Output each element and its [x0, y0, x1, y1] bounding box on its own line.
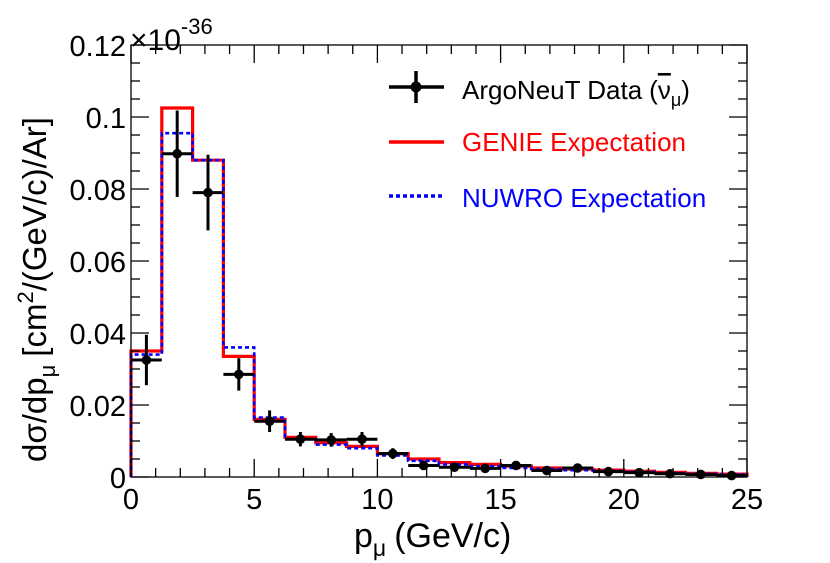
data-point — [131, 334, 162, 386]
data-point — [285, 432, 316, 447]
legend-data-subscript: μ — [671, 90, 681, 110]
data-point — [346, 432, 378, 447]
data-point-marker — [326, 435, 337, 445]
legend-entry-nuwro: NUWRO Expectation — [389, 183, 706, 213]
data-point — [654, 468, 686, 479]
tick-marks — [130, 44, 748, 478]
x-axis-title-subscript: μ — [373, 535, 386, 561]
legend-nuwro-label: NUWRO Expectation — [462, 183, 706, 213]
data-point-marker — [603, 466, 614, 477]
y-axis-title-subscript: μ — [35, 365, 60, 378]
data-point — [716, 470, 747, 481]
data-point — [254, 410, 285, 432]
tick-labels: 0 5 10 15 20 25 0 0.02 0.04 0.06 0.08 0.1 0.12 — [70, 31, 764, 516]
data-point-marker — [357, 434, 367, 445]
data-point-marker — [203, 187, 213, 198]
data-point-marker — [665, 468, 675, 479]
y-tick-label: 0.04 — [70, 319, 126, 351]
x-tick-label: 25 — [731, 484, 763, 516]
x-tick-label: 5 — [246, 484, 262, 516]
legend-data-nubar: ν — [658, 75, 671, 105]
data-point-marker — [480, 463, 491, 474]
x-tick-label: 20 — [608, 484, 640, 516]
data-point — [593, 466, 624, 477]
data-point-marker — [234, 369, 244, 380]
data-point-marker — [634, 467, 644, 478]
y-tick-label: 0.1 — [86, 103, 126, 135]
data-point-marker — [264, 416, 275, 427]
x-tick-label: 10 — [361, 484, 393, 516]
data-point-marker — [418, 460, 429, 471]
data-point — [439, 462, 470, 473]
legend: ArgoNeuT Data (νμ) GENIE Expectation NUWR… — [389, 71, 706, 213]
legend-entry-data: ArgoNeuT Data (νμ) — [389, 71, 690, 110]
legend-data-label: ArgoNeuT Data (νμ) — [462, 75, 690, 110]
data-point-marker — [572, 463, 583, 473]
data-point — [562, 463, 593, 473]
y-axis-multiplier: ×10-36 — [130, 14, 213, 57]
y-axis-title: dσ/dpμ[cm2/(GeV/c)/Ar] — [13, 117, 60, 462]
data-point — [531, 465, 563, 476]
data-point — [377, 448, 409, 459]
data-point-marker — [295, 434, 306, 445]
y-tick-label: 0.12 — [70, 31, 126, 63]
data-point-marker — [542, 465, 552, 476]
data-point-marker — [449, 462, 460, 473]
y-tick-label: 0.06 — [70, 247, 126, 279]
x-tick-label: 15 — [484, 484, 516, 516]
data-point-marker — [141, 355, 152, 365]
y-axis-multiplier-exponent: -36 — [181, 14, 213, 39]
y-tick-label: 0.02 — [70, 391, 126, 423]
legend-genie-label: GENIE Expectation — [462, 127, 686, 157]
y-tick-label: 0.08 — [70, 175, 126, 207]
x-axis-title: pμ (GeV/c) — [354, 517, 511, 561]
data-point-marker — [388, 448, 398, 459]
y-axis-title-superscript: 2 — [13, 291, 38, 303]
data-point-marker — [172, 148, 182, 159]
legend-data-marker — [410, 81, 422, 93]
data-point — [469, 463, 501, 474]
data-point — [161, 110, 193, 197]
data-point — [408, 460, 439, 471]
data-point-marker — [726, 470, 737, 481]
data-point — [192, 154, 224, 231]
data-point — [623, 467, 655, 478]
data-point — [315, 433, 347, 447]
data-point — [223, 358, 255, 391]
x-tick-label: 0 — [123, 484, 139, 516]
data-point — [500, 460, 532, 471]
data-point-marker — [511, 460, 521, 471]
y-tick-label: 0 — [110, 463, 126, 495]
legend-entry-genie: GENIE Expectation — [389, 127, 686, 157]
